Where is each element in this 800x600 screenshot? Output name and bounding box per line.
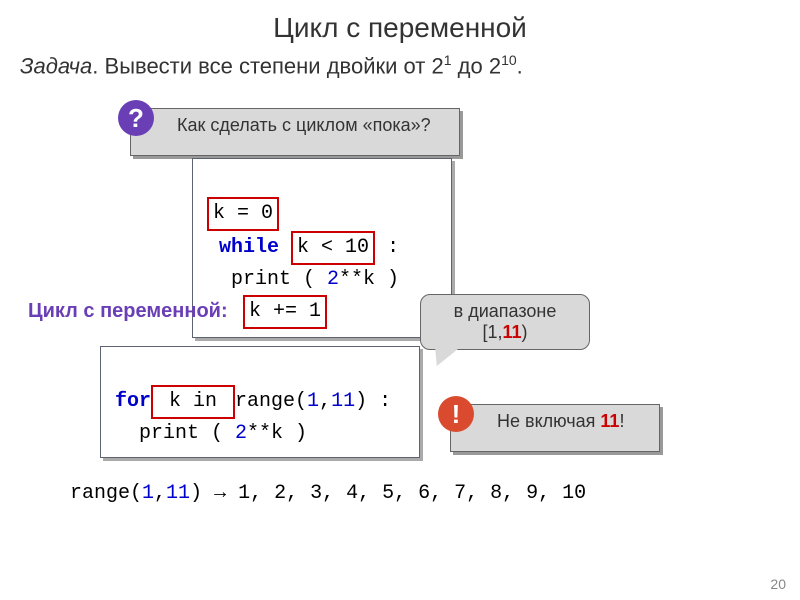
- callout-how-while-text: Как сделать с циклом «пока»?: [177, 115, 431, 135]
- code2-l1-end: ) :: [355, 390, 391, 413]
- code1-l1: k = 0: [207, 197, 279, 231]
- range-seq: 1, 2, 3, 4, 5, 6, 7, 8, 9, 10: [238, 482, 586, 505]
- code1-l4: k += 1: [243, 295, 327, 329]
- code2-l1-n1: 1: [307, 390, 319, 413]
- code2-l1-n2: 11: [331, 390, 355, 413]
- speech-range-l2c: ): [522, 322, 528, 342]
- callout-exclude-num: 11: [600, 411, 619, 431]
- page-title: Цикл с переменной: [0, 0, 800, 44]
- range-n1: 1: [142, 482, 154, 505]
- code2-l2b: **k ): [247, 422, 307, 445]
- callout-exclude: Не включая 11!: [450, 404, 660, 452]
- callout-how-while: Как сделать с циклом «пока»?: [130, 108, 460, 156]
- speech-range-l2b: 11: [502, 322, 521, 342]
- code1-l3b: **k ): [339, 268, 399, 291]
- label-loop-var: Цикл с переменной:: [28, 300, 228, 323]
- task-prefix: Задача: [20, 53, 92, 78]
- range-arrow: →: [202, 482, 238, 505]
- code1-l3-num: 2: [327, 268, 339, 291]
- speech-range-tail: [425, 348, 459, 366]
- speech-range-l2a: [1,: [482, 322, 502, 342]
- task-text-2: до 2: [452, 53, 502, 78]
- speech-range: в диапазоне [1,11): [420, 294, 590, 350]
- code2-l1-hl: k in: [151, 385, 235, 419]
- code1-l2-cond: k < 10: [291, 231, 375, 265]
- exclaim-badge: !: [438, 396, 474, 432]
- range-fn: range(: [70, 482, 142, 505]
- task-text-1: . Вывести все степени двойки от 2: [92, 53, 443, 78]
- range-comma: ,: [154, 482, 166, 505]
- code2-l1-comma: ,: [319, 390, 331, 413]
- task-sup-1: 1: [444, 52, 452, 68]
- callout-exclude-bang: !: [619, 411, 624, 431]
- speech-range-l1: в диапазоне: [433, 301, 577, 322]
- code1-l2-colon: :: [375, 236, 399, 259]
- code2-l1-for: for: [115, 390, 151, 413]
- range-n2: 11: [166, 482, 190, 505]
- task-line: Задача. Вывести все степени двойки от 21…: [0, 44, 800, 85]
- question-badge: ?: [118, 100, 154, 136]
- code2-l2a: print (: [115, 422, 235, 445]
- task-sup-2: 10: [501, 52, 517, 68]
- speech-range-l2: [1,11): [433, 322, 577, 343]
- page-number: 20: [770, 576, 786, 592]
- code2-l2-num: 2: [235, 422, 247, 445]
- callout-exclude-text: Не включая: [497, 411, 600, 431]
- code1-l3a: print (: [207, 268, 327, 291]
- code-for: for k in range(1,11) : print ( 2**k ): [100, 346, 420, 458]
- code2-l1-range: range(: [235, 390, 307, 413]
- code1-l2-kw: while: [219, 236, 279, 259]
- task-text-3: .: [517, 53, 523, 78]
- range-close: ): [190, 482, 202, 505]
- range-expansion: range(1,11) → 1, 2, 3, 4, 5, 6, 7, 8, 9,…: [70, 482, 586, 505]
- code-while: k = 0 while k < 10 : print ( 2**k ) k +=…: [192, 158, 452, 338]
